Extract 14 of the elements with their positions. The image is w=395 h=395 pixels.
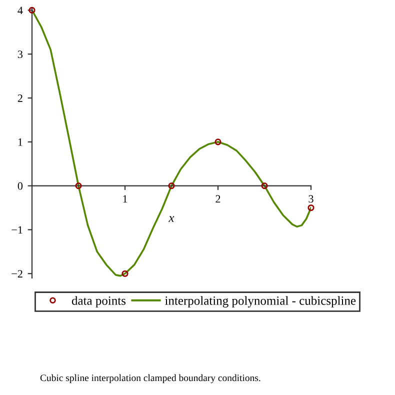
x-tick-label: 1: [123, 195, 128, 203]
y-tick-label: 3: [18, 50, 23, 58]
legend-label: data points: [72, 296, 126, 308]
y-tick-label: 2: [18, 94, 22, 102]
y-tick-label: 4: [18, 6, 23, 14]
legend-label: interpolating polynomial - cubicspline: [165, 296, 356, 308]
text: Cubic spline interpolation clamped boundary conditions.: [40, 374, 260, 384]
y-tick-label: −2: [12, 270, 22, 278]
x-tick-label: 3: [308, 195, 314, 203]
y-tick-label: −1: [12, 226, 22, 234]
x-axis-title: x: [168, 216, 174, 222]
y-tick-label: 0: [18, 182, 23, 190]
y-tick-label: 1: [18, 138, 22, 146]
x-tick-label: 2: [216, 195, 220, 203]
